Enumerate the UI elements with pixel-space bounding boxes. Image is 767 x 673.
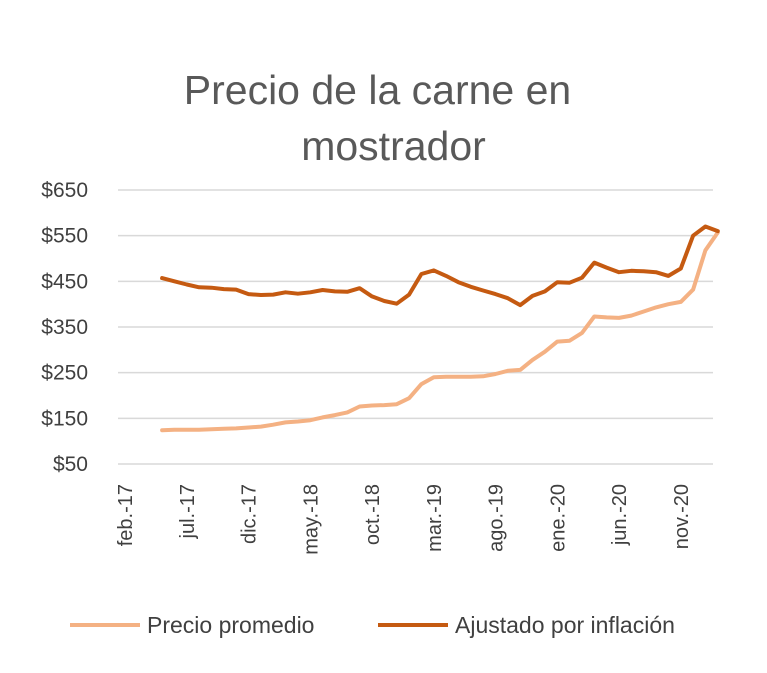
x-tick-label: ago.-19 — [486, 484, 508, 552]
chart-title: Precio de la carne en mostrador — [0, 62, 767, 174]
y-tick-label: $350 — [41, 316, 88, 339]
legend-item-precio-promedio: Precio promedio — [70, 612, 314, 638]
y-tick-label: $150 — [41, 407, 88, 430]
legend-label: Ajustado por inflación — [455, 612, 675, 638]
x-tick-label: may.-18 — [300, 484, 322, 555]
x-tick-label: jun.-20 — [609, 484, 631, 546]
x-tick-label: nov.-20 — [671, 484, 693, 549]
chart-title-line-1: Precio de la carne en — [183, 67, 572, 113]
x-tick-label: jul.-17 — [177, 484, 199, 539]
x-tick-label: oct.-18 — [362, 484, 384, 545]
y-tick-label: $50 — [53, 453, 88, 476]
y-tick-label: $650 — [41, 179, 88, 202]
chart-title-line-2: mostrador — [301, 123, 486, 169]
x-tick-label: dic.-17 — [239, 484, 261, 544]
legend-item-ajustado-por-inflacion: Ajustado por inflación — [378, 612, 675, 638]
x-axis-tick-labels: feb.-17 jul.-17 dic.-17 may.-18 oct.-18 mar.-… — [115, 484, 693, 555]
legend: Precio promedio Ajustado por inflación — [70, 612, 675, 638]
y-tick-label: $450 — [41, 270, 88, 293]
x-tick-label: feb.-17 — [115, 484, 137, 546]
y-tick-label: $550 — [41, 225, 88, 248]
series-line-precio-promedio — [160, 230, 720, 433]
y-tick-label: $250 — [41, 362, 88, 385]
x-tick-label: ene.-20 — [547, 484, 569, 552]
series-line-ajustado-por-inflacion — [160, 224, 720, 308]
gridlines — [118, 189, 713, 465]
y-axis-tick-labels: $650 $550 $450 $350 $250 $150 $50 — [41, 179, 88, 476]
series-lines — [160, 224, 720, 433]
legend-label: Precio promedio — [147, 612, 314, 638]
x-tick-label: mar.-19 — [424, 484, 446, 552]
